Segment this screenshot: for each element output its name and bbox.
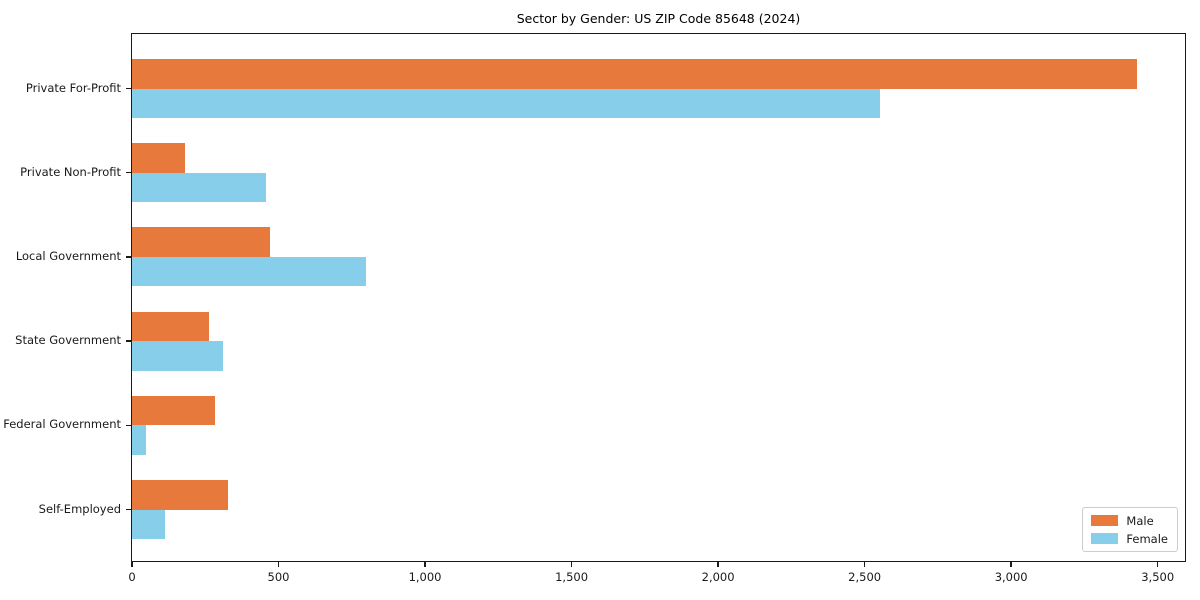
bar-female-1 — [132, 88, 881, 118]
bar-male-5 — [132, 395, 216, 426]
bar-female-2 — [132, 172, 267, 203]
x-tick-label: 0 — [128, 570, 136, 584]
x-tick-label: 3,000 — [994, 570, 1028, 584]
y-tick-mark — [125, 508, 132, 511]
legend-item-female: Female — [1091, 531, 1168, 546]
x-tick-label: 2,500 — [848, 570, 882, 584]
x-tick-label: 3,500 — [1141, 570, 1175, 584]
y-tick-label: State Government — [15, 333, 121, 348]
x-tick-mark — [131, 561, 133, 567]
bar-male-4 — [132, 311, 209, 342]
legend-label: Male — [1126, 513, 1154, 528]
legend-swatch-male — [1091, 515, 1119, 526]
x-tick-mark — [717, 561, 719, 567]
bar-female-4 — [132, 341, 224, 371]
legend-label: Female — [1126, 531, 1168, 546]
bar-male-2 — [132, 143, 185, 173]
x-tick-mark — [277, 561, 280, 567]
bar-female-3 — [132, 256, 367, 287]
x-tick-label: 1,000 — [408, 570, 442, 584]
x-tick-mark — [1156, 561, 1159, 567]
y-tick-mark — [125, 424, 132, 427]
y-tick-label: Federal Government — [3, 417, 121, 432]
plot-area: 0 500 1,000 1,500 2,000 2,500 3,000 3,500 Male F… — [125, 33, 1186, 584]
legend-swatch-female — [1091, 533, 1119, 544]
x-tick-mark — [1010, 561, 1012, 567]
y-tick-label: Self-Employed — [38, 501, 121, 516]
bar-male-6 — [132, 480, 229, 510]
bar-male-1 — [132, 59, 1138, 89]
x-tick-label: 2,000 — [701, 570, 735, 584]
x-tick-label: 1,500 — [555, 570, 589, 584]
y-tick-mark — [125, 256, 132, 258]
y-tick-mark — [125, 87, 132, 90]
y-tick-mark — [125, 340, 132, 342]
legend: Male Female — [1082, 507, 1178, 552]
x-tick-mark — [863, 561, 866, 567]
y-tick-mark — [125, 171, 132, 174]
y-tick-label: Private Non-Profit — [20, 164, 121, 179]
x-tick-mark — [424, 561, 426, 567]
bar-female-5 — [132, 425, 147, 455]
x-tick-label: 500 — [267, 570, 290, 584]
x-tick-mark — [570, 561, 573, 567]
chart-title: Sector by Gender: US ZIP Code 85648 (202… — [516, 11, 801, 26]
bar-female-6 — [132, 509, 166, 539]
y-tick-label: Local Government — [15, 248, 121, 263]
legend-item-male: Male — [1091, 513, 1168, 528]
y-tick-label: Private For-Profit — [25, 80, 121, 95]
bar-male-3 — [132, 227, 270, 257]
